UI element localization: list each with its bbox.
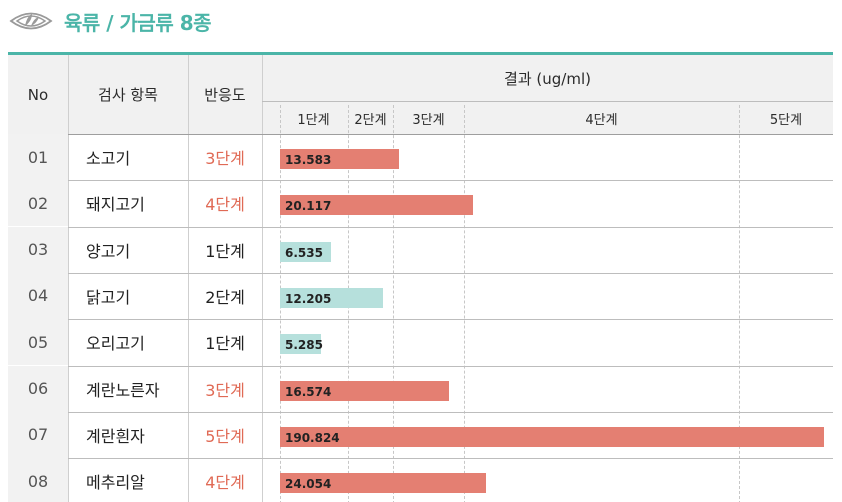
row-item-name: 메추리알 [86,473,145,493]
row-level: 1단계 [205,241,245,261]
stage-gridline [739,105,740,502]
result-bar [280,426,825,447]
row-number: 03 [8,226,68,273]
stage-header-5: 5단계 [769,112,803,128]
row-level: 3단계 [205,380,245,400]
row-item-name: 계란흰자 [86,426,145,446]
result-value-label: 20.117 [285,199,332,214]
column-divider [68,55,69,502]
result-value-label: 16.574 [285,384,332,399]
row-item-name: 양고기 [86,241,131,261]
row-divider [8,272,833,274]
result-value-label: 5.285 [285,338,323,353]
result-value-label: 190.824 [285,430,340,445]
col-item-header: 검사 항목 [98,86,158,104]
stage-header-1: 1단계 [297,112,330,128]
stage-header-3: 3단계 [412,112,445,128]
subheader-divider [262,101,833,102]
row-number: 04 [8,272,68,319]
result-value-label: 12.205 [285,291,332,306]
row-number: 06 [8,365,68,412]
page-title: 육류 / 가금류 8종 [64,10,212,35]
row-level: 2단계 [205,287,245,307]
table-header-bg [8,55,833,134]
row-level: 5단계 [205,426,245,446]
row-level: 4단계 [205,195,245,215]
row-level: 1단계 [205,334,245,354]
title-divider [8,52,833,55]
result-value-label: 13.583 [285,153,332,167]
result-bar [280,241,332,262]
stage-header-4: 4단계 [585,112,618,128]
row-item-name: 소고기 [86,149,131,168]
row-item-name: 닭고기 [86,287,131,307]
col-level-header: 반응도 [204,86,246,104]
result-bar [280,380,449,401]
stage-gridline [464,105,465,502]
header-divider [8,134,833,135]
result-bar [280,149,400,169]
row-number: 02 [8,180,68,227]
row-number: 05 [8,319,68,366]
result-bar [280,334,322,355]
row-divider [8,180,833,182]
allergy-result-table: No 검사 항목 반응도 결과 (ug/ml) 1단계 2단계 3단계 4단계 … [8,55,833,502]
column-divider [262,55,263,502]
row-divider [8,319,833,321]
row-item-name: 계란노른자 [86,380,160,400]
result-bar [280,287,384,308]
row-level: 4단계 [205,473,245,493]
row-level: 3단계 [205,149,245,168]
header: 육류 / 가금류 8종 [8,4,212,38]
stage-header-2: 2단계 [354,112,387,128]
stage-gridline [393,105,394,502]
row-divider [8,411,833,413]
col-result-header: 결과 (ug/ml) [504,69,591,88]
result-value-label: 6.535 [285,245,323,260]
column-divider [188,55,189,502]
result-bar [280,473,486,494]
row-number: 01 [8,134,68,180]
row-number: 08 [8,458,68,502]
row-divider [8,365,833,367]
row-item-name: 오리고기 [86,334,145,354]
result-value-label: 24.054 [285,477,332,492]
row-item-name: 돼지고기 [86,195,145,215]
result-bar [280,195,473,216]
row-number: 07 [8,411,68,458]
row-divider [8,458,833,460]
row-divider [8,226,833,228]
eye-leaf-logo-icon [9,12,53,30]
col-no-header: No [27,85,49,104]
